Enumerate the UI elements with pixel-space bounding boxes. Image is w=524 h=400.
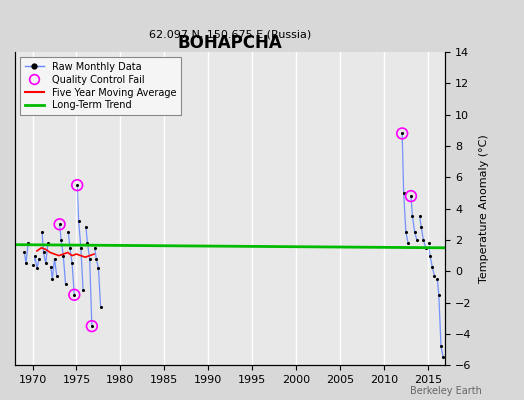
Point — [398, 130, 407, 137]
Point — [416, 213, 424, 220]
Point — [433, 276, 442, 282]
Point — [30, 252, 39, 259]
Point — [70, 292, 79, 298]
Point — [33, 265, 41, 271]
Point — [437, 343, 445, 350]
Point — [20, 249, 29, 256]
Point — [404, 240, 412, 246]
Point — [57, 237, 66, 243]
Point — [66, 244, 74, 251]
Point — [41, 260, 50, 267]
Point — [424, 240, 433, 246]
Point — [428, 263, 436, 270]
Point — [85, 256, 94, 262]
Point — [61, 281, 70, 287]
Point — [79, 287, 88, 293]
Point — [64, 229, 73, 235]
Point — [39, 249, 48, 256]
Point — [96, 304, 105, 310]
Point — [419, 237, 428, 243]
Point — [434, 292, 443, 298]
Point — [407, 193, 415, 199]
Point — [408, 213, 417, 220]
Point — [22, 260, 30, 267]
Legend: Raw Monthly Data, Quality Control Fail, Five Year Moving Average, Long-Term Tren: Raw Monthly Data, Quality Control Fail, … — [20, 57, 181, 115]
Point — [426, 252, 434, 259]
Point — [94, 265, 103, 271]
Point — [59, 252, 68, 259]
Point — [24, 240, 32, 246]
Point — [421, 244, 430, 251]
Y-axis label: Temperature Anomaly (°C): Temperature Anomaly (°C) — [478, 134, 488, 283]
Text: Berkeley Earth: Berkeley Earth — [410, 386, 482, 396]
Point — [73, 182, 81, 188]
Point — [88, 323, 96, 329]
Text: 62.097 N, 150.675 E (Russia): 62.097 N, 150.675 E (Russia) — [149, 30, 311, 40]
Point — [29, 262, 37, 268]
Point — [407, 193, 415, 199]
Point — [92, 256, 101, 262]
Point — [439, 354, 447, 361]
Point — [50, 256, 59, 262]
Point — [38, 229, 46, 235]
Point — [73, 182, 81, 188]
Point — [56, 221, 64, 228]
Point — [47, 263, 55, 270]
Point — [88, 323, 96, 329]
Point — [43, 240, 52, 246]
Point — [52, 273, 61, 279]
Point — [417, 224, 425, 231]
Point — [82, 224, 90, 231]
Point — [35, 256, 43, 262]
Point — [56, 221, 64, 228]
Point — [399, 190, 408, 196]
Point — [413, 237, 421, 243]
Point — [91, 244, 99, 251]
Point — [74, 218, 83, 224]
Point — [77, 244, 85, 251]
Point — [83, 240, 92, 246]
Title: BOHAPCHA: BOHAPCHA — [178, 34, 282, 52]
Point — [70, 292, 79, 298]
Point — [430, 273, 439, 279]
Point — [402, 229, 410, 235]
Point — [68, 260, 77, 267]
Point — [410, 229, 419, 235]
Point — [398, 130, 407, 137]
Point — [48, 276, 57, 282]
